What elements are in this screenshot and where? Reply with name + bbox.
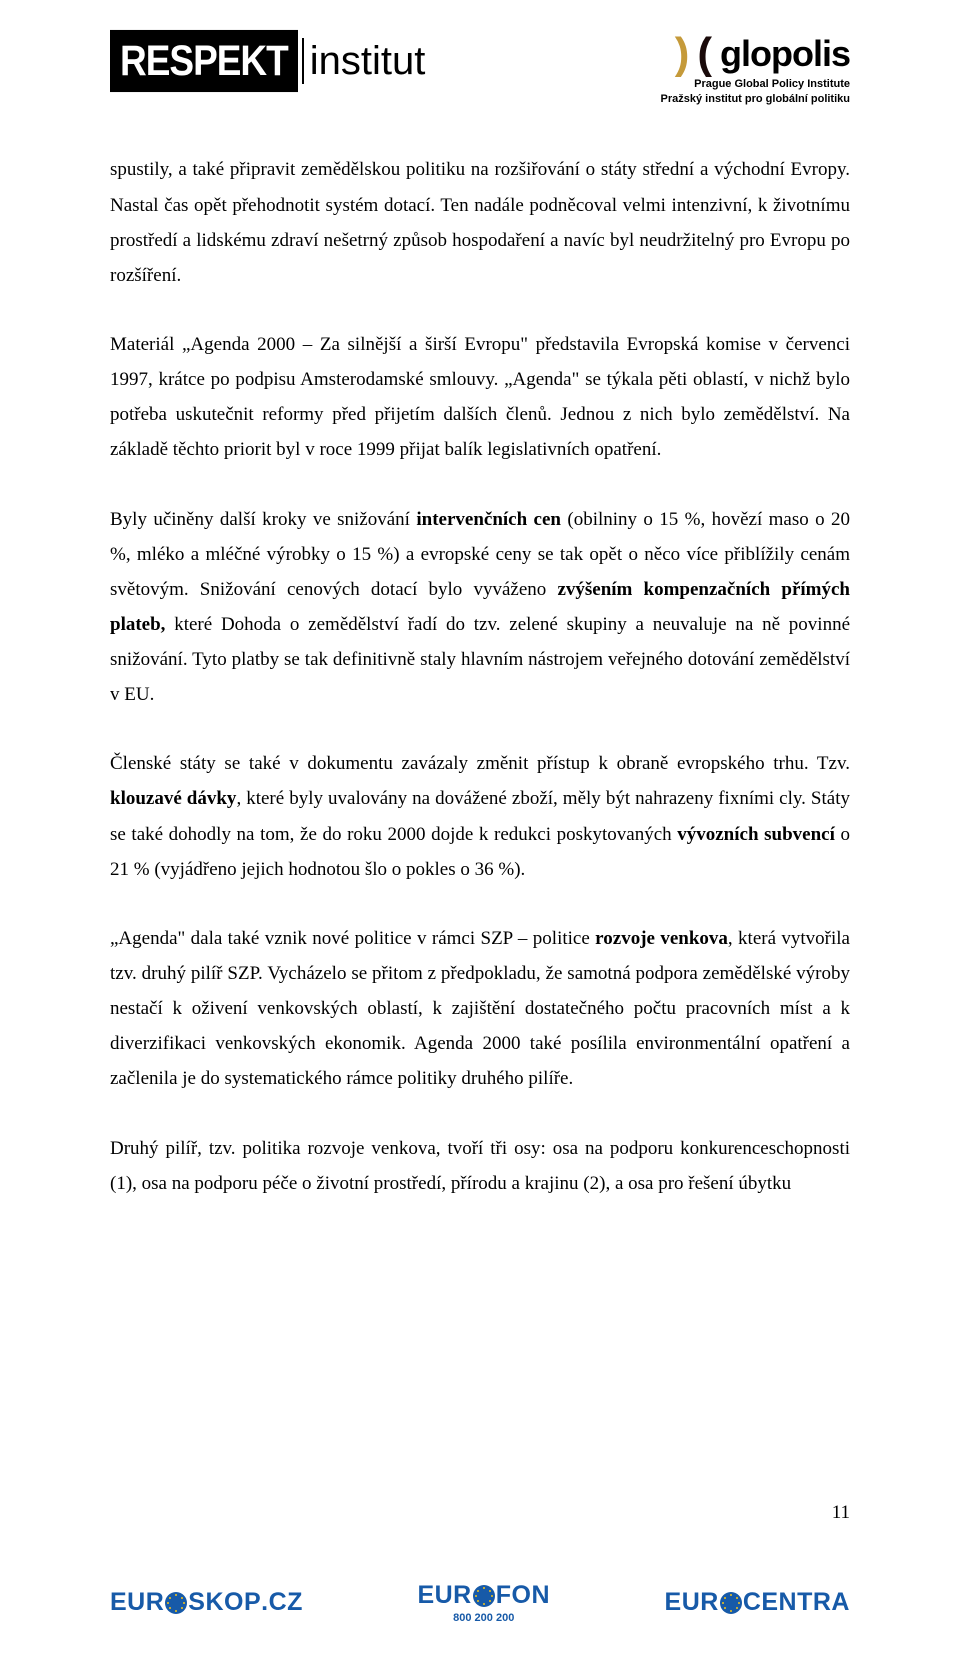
glopolis-wordmark: glopolis — [720, 33, 850, 75]
footer-eurocentra: EUR CENTRA — [665, 1588, 850, 1617]
p5-c: , která vytvořila tzv. druhý pilíř SZP. … — [110, 928, 850, 1090]
eurofon-pre: EUR — [417, 1581, 471, 1610]
eurofon-post: FON — [496, 1581, 550, 1610]
p3-a: Byly učiněny další kroky ve snižování — [110, 509, 416, 530]
paren-left-icon: ) — [675, 32, 690, 76]
respekt-logo: RESPEKT institut — [110, 32, 425, 90]
glopolis-sub2: Pražský institut pro globální politiku — [661, 93, 850, 106]
paragraph-4: Členské státy se také v dokumentu zaváza… — [110, 746, 850, 887]
glopolis-sub1: Prague Global Policy Institute — [661, 78, 850, 91]
p4-a: Členské státy se také v dokumentu zaváza… — [110, 753, 850, 774]
body-text: spustily, a také připravit zemědělskou p… — [110, 152, 850, 1201]
eurocentra-word: EUR CENTRA — [665, 1588, 850, 1617]
euroskop-suffix: .CZ — [261, 1588, 303, 1617]
paragraph-5: „Agenda" dala také vznik nové politice v… — [110, 921, 850, 1097]
paren-right-icon: ( — [697, 32, 712, 76]
eurocentra-post: CENTRA — [743, 1588, 850, 1617]
paragraph-2: Materiál „Agenda 2000 – Za silnější a ši… — [110, 327, 850, 468]
glopolis-row: ) ( glopolis — [661, 32, 850, 76]
institut-word: institut — [310, 39, 426, 84]
p3-bold-1: intervenčních cen — [416, 509, 561, 530]
euroskop-pre: EUR — [110, 1588, 164, 1617]
page-footer: EUR SKOP.CZ EUR — [110, 1581, 850, 1624]
eurofon-phone: 800 200 200 — [453, 1612, 514, 1624]
paragraph-6: Druhý pilíř, tzv. politika rozvoje venko… — [110, 1131, 850, 1201]
p6-text: Druhý pilíř, tzv. politika rozvoje venko… — [110, 1138, 850, 1194]
eu-circle-icon — [473, 1585, 495, 1607]
footer-euroskop: EUR SKOP.CZ — [110, 1588, 303, 1617]
respekt-wordmark: RESPEKT — [110, 30, 298, 92]
eu-circle-icon — [165, 1592, 187, 1614]
p5-a: „Agenda" dala také vznik nové politice v… — [110, 928, 595, 949]
p1-text: spustily, a také připravit zemědělskou p… — [110, 159, 850, 285]
p4-bold-2: vývozních subvencí — [677, 824, 835, 845]
glopolis-logo: ) ( glopolis Prague Global Policy Instit… — [661, 32, 850, 106]
p5-bold-1: rozvoje venkova — [595, 928, 728, 949]
p3-e: které Dohoda o zemědělství řadí do tzv. … — [110, 614, 850, 705]
euroskop-word: EUR SKOP.CZ — [110, 1588, 303, 1617]
euroskop-post: SKOP — [188, 1588, 261, 1617]
paragraph-3: Byly učiněny další kroky ve snižování in… — [110, 502, 850, 713]
page-number: 11 — [832, 1502, 850, 1524]
p2-text: Materiál „Agenda 2000 – Za silnější a ši… — [110, 334, 850, 460]
p4-bold-1: klouzavé dávky — [110, 788, 236, 809]
eurofon-word: EUR FON — [417, 1581, 550, 1610]
eurocentra-pre: EUR — [665, 1588, 719, 1617]
page-header: RESPEKT institut ) ( glopolis Prague Glo… — [110, 32, 850, 106]
document-page: RESPEKT institut ) ( glopolis Prague Glo… — [0, 0, 960, 1674]
footer-eurofon: EUR FON 800 200 200 — [417, 1581, 550, 1624]
paragraph-1: spustily, a také připravit zemědělskou p… — [110, 152, 850, 293]
eu-circle-icon — [720, 1592, 742, 1614]
logo-divider — [302, 38, 304, 84]
